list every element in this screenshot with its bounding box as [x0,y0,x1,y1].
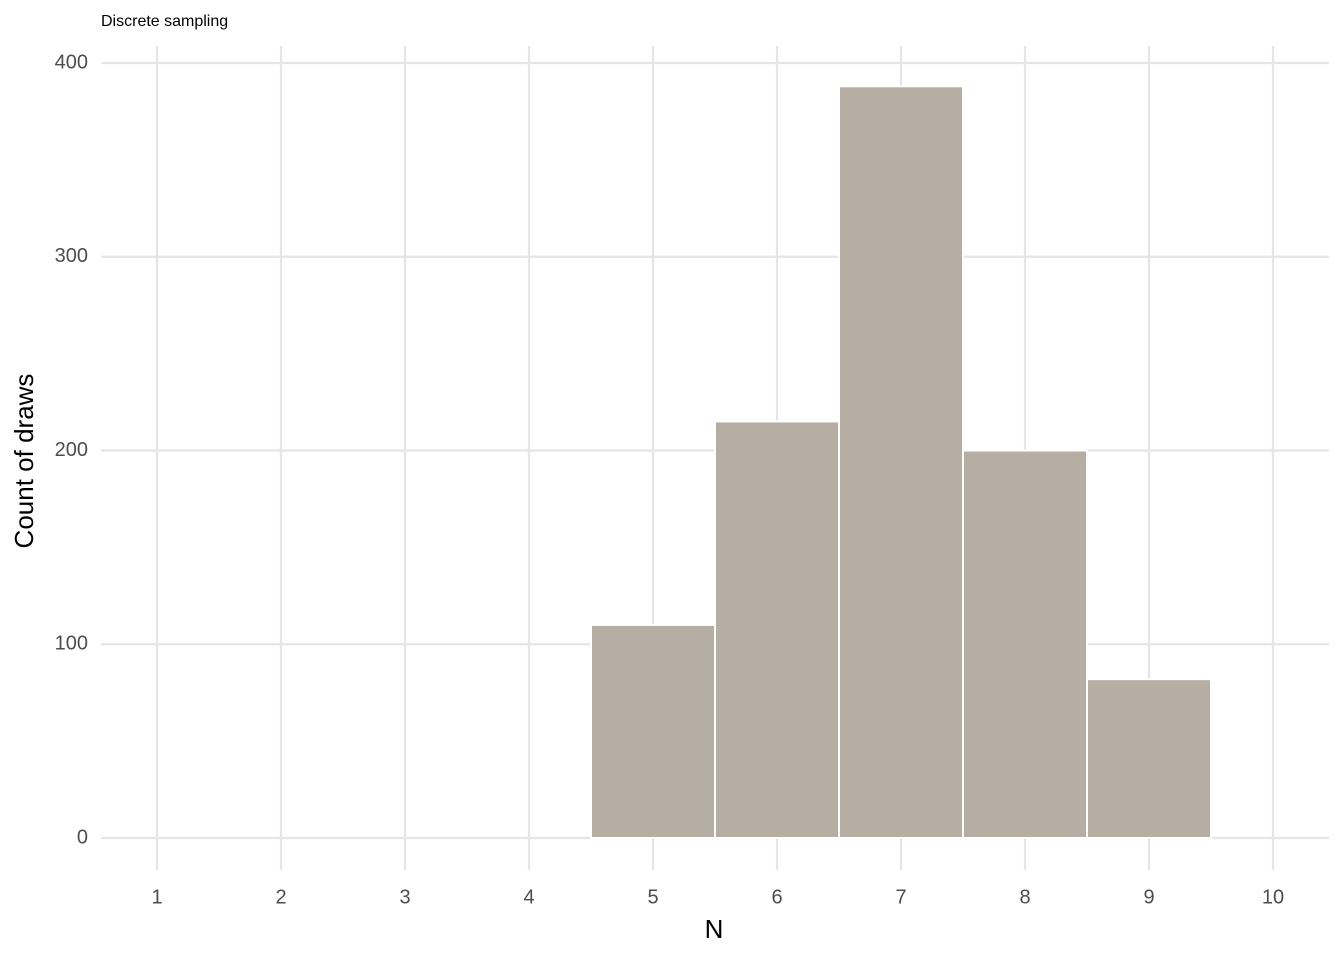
bar [714,420,840,840]
x-tick-label: 9 [1143,886,1154,908]
x-tick-label: 6 [771,886,782,908]
y-tick-label: 100 [55,633,88,655]
x-tick-label: 1 [151,886,162,908]
bar [838,85,964,840]
bar [962,449,1088,840]
x-tick-label: 4 [523,886,534,908]
chart-title: Discrete sampling [101,13,228,30]
x-tick-label: 8 [1019,886,1030,908]
y-axis-label: Count of draws [9,374,39,549]
x-tick-label: 3 [399,886,410,908]
y-tick-label: 300 [55,245,88,267]
x-axis-label: N [705,914,724,944]
y-tick-label: 0 [77,826,88,848]
x-tick-label: 7 [895,886,906,908]
marks [590,85,1212,840]
bar [1086,678,1212,840]
y-tick-label: 200 [55,439,88,461]
x-tick-label: 10 [1262,886,1284,908]
x-tick-label: 2 [275,886,286,908]
x-tick-label: 5 [647,886,658,908]
y-tick-label: 400 [55,51,88,73]
bar [590,623,716,840]
